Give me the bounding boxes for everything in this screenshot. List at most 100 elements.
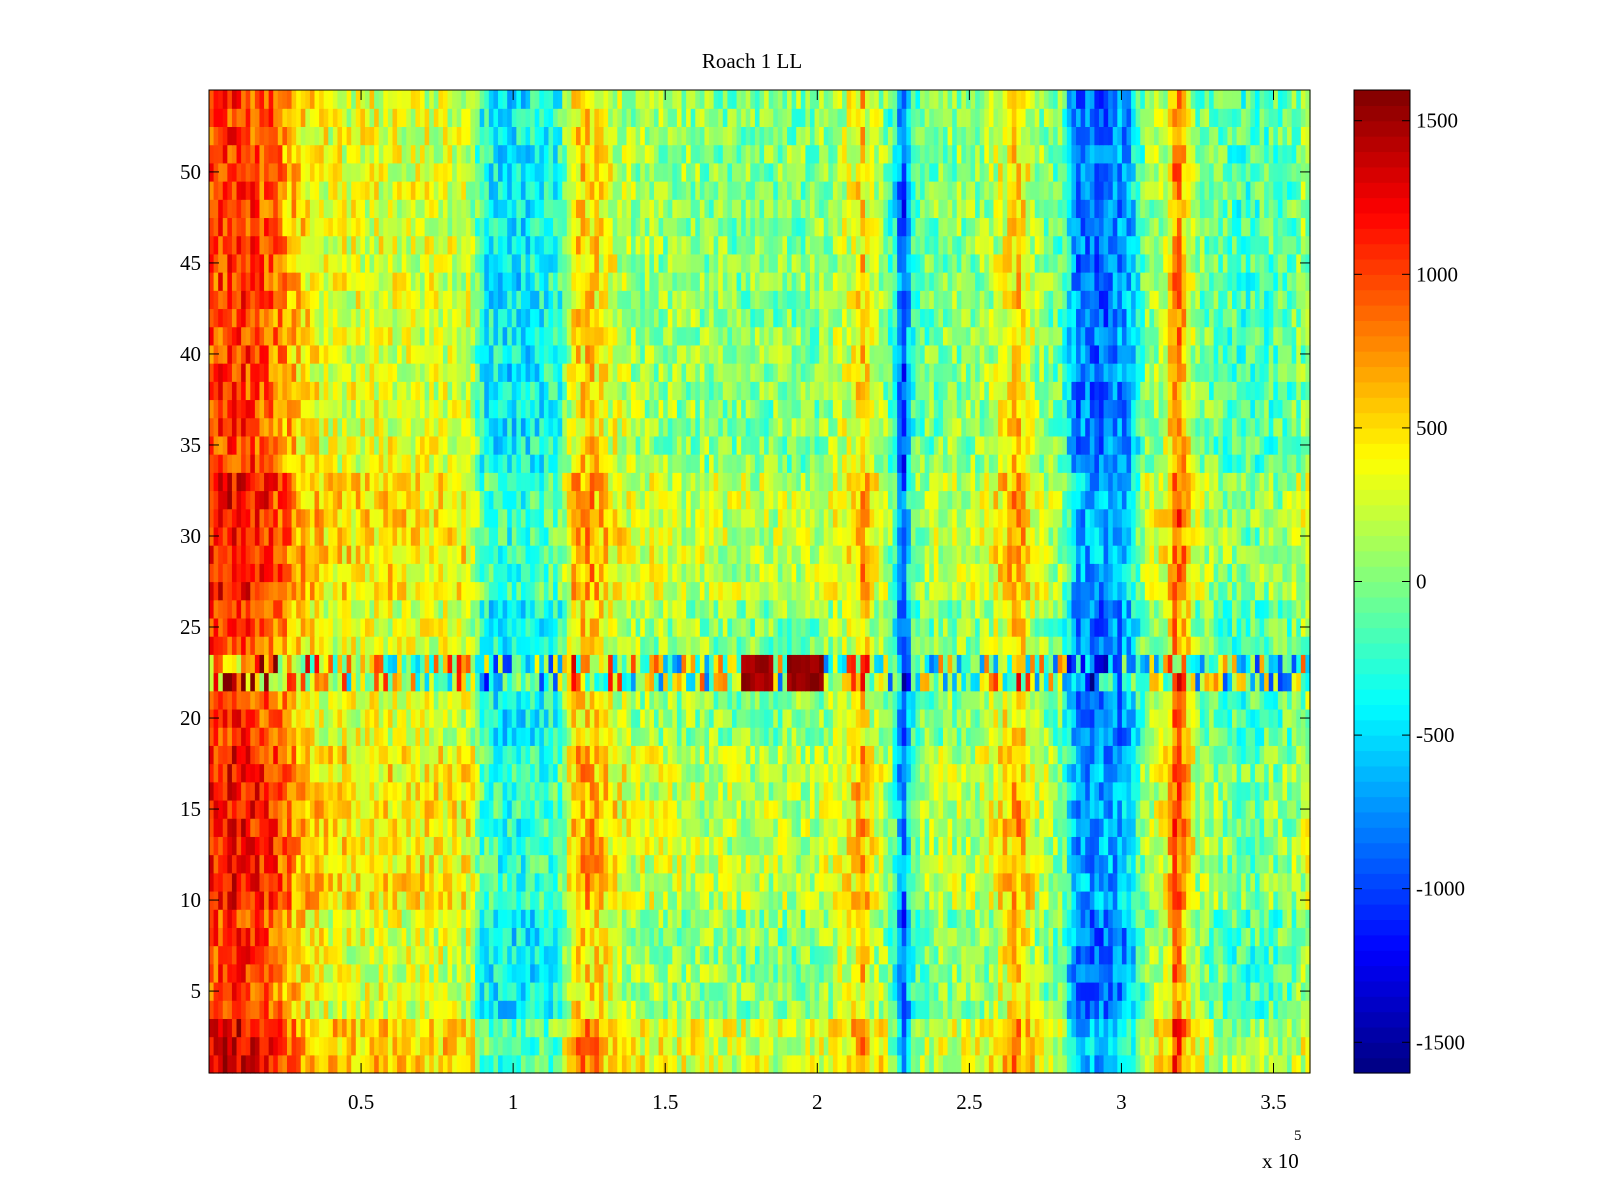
heatmap-cell <box>580 708 586 728</box>
heatmap-cell <box>273 745 279 765</box>
heatmap-cell <box>328 818 334 837</box>
heatmap-cell <box>475 708 481 728</box>
heatmap-cell <box>653 890 660 910</box>
heatmap-cell <box>855 872 862 892</box>
heatmap-cell <box>805 836 811 856</box>
heatmap-cell <box>791 836 797 856</box>
heatmap-cell <box>282 909 288 928</box>
heatmap-cell <box>1002 763 1008 783</box>
heatmap-cell <box>631 1054 637 1074</box>
heatmap-cell <box>920 799 926 819</box>
heatmap-cell <box>1259 927 1265 947</box>
heatmap-cell <box>1204 1018 1210 1038</box>
heatmap-cell <box>929 1036 935 1056</box>
heatmap-cell <box>346 1036 352 1056</box>
heatmap-cell <box>970 981 976 1001</box>
heatmap-cell <box>1002 799 1008 819</box>
heatmap-cell <box>938 727 944 746</box>
heatmap-cell <box>543 963 550 983</box>
heatmap-cell <box>1186 1018 1192 1038</box>
heatmap-cell <box>718 854 724 874</box>
heatmap-cell <box>286 963 293 983</box>
heatmap-cell <box>920 1018 926 1038</box>
heatmap-cell <box>461 799 467 819</box>
heatmap-cell <box>1121 781 1128 801</box>
heatmap-cell <box>548 708 554 728</box>
heatmap-cell <box>832 799 839 819</box>
heatmap-cell <box>1098 945 1105 965</box>
heatmap-cell <box>828 708 834 728</box>
heatmap-cell <box>631 799 637 819</box>
heatmap-cell <box>745 890 751 910</box>
heatmap-cell <box>814 690 820 710</box>
heatmap-cell <box>1268 927 1274 947</box>
heatmap-cell <box>695 945 701 965</box>
heatmap-cell <box>1076 909 1082 928</box>
heatmap-cell <box>1209 799 1215 819</box>
heatmap-cell <box>1195 763 1201 783</box>
heatmap-cell <box>1066 818 1073 837</box>
heatmap-cell <box>787 745 793 765</box>
heatmap-cell <box>1291 981 1297 1001</box>
heatmap-cell <box>800 1036 806 1056</box>
heatmap-cell <box>516 963 522 983</box>
heatmap-cell <box>213 945 219 965</box>
heatmap-cell <box>1117 1054 1123 1074</box>
heatmap-cell <box>465 781 472 801</box>
heatmap-cell <box>250 1036 256 1056</box>
heatmap-cell <box>1158 818 1164 837</box>
heatmap-cell <box>943 745 949 765</box>
heatmap-cell <box>681 818 687 837</box>
heatmap-cell <box>562 890 568 910</box>
heatmap-cell <box>676 690 683 710</box>
heatmap-cell <box>1300 818 1307 837</box>
heatmap-cell <box>1131 872 1137 892</box>
heatmap-cell <box>727 1018 733 1038</box>
heatmap-cell <box>842 872 848 892</box>
heatmap-cell <box>461 708 467 728</box>
heatmap-cell <box>1186 1054 1192 1074</box>
heatmap-cell <box>516 927 522 947</box>
heatmap-cell <box>222 981 228 1001</box>
heatmap-cell <box>1195 1054 1201 1074</box>
heatmap-cell <box>342 763 348 783</box>
heatmap-cell <box>1053 799 1059 819</box>
heatmap-cell <box>1176 854 1183 874</box>
heatmap-cell <box>1222 708 1229 728</box>
heatmap-cell <box>961 745 967 765</box>
heatmap-cell <box>319 945 325 965</box>
heatmap-cell <box>658 690 664 710</box>
heatmap-cell <box>374 818 380 837</box>
heatmap-cell <box>754 781 761 801</box>
heatmap-cell <box>1025 781 1031 801</box>
heatmap-cell <box>1011 945 1017 965</box>
heatmap-cell <box>1209 963 1215 983</box>
heatmap-cell <box>970 690 976 710</box>
heatmap-cell <box>1098 981 1105 1001</box>
heatmap-cell <box>676 1018 683 1038</box>
heatmap-cell <box>516 945 522 965</box>
heatmap-cell <box>392 818 398 837</box>
heatmap-cell <box>1057 963 1063 983</box>
heatmap-cell <box>475 854 481 874</box>
heatmap-cell <box>314 1036 320 1056</box>
heatmap-cell <box>842 690 848 710</box>
heatmap-cell <box>626 727 632 746</box>
heatmap-cell <box>1300 745 1307 765</box>
heatmap-cell <box>378 1018 384 1038</box>
heatmap-cell <box>364 745 371 765</box>
heatmap-cell <box>1296 945 1302 965</box>
heatmap-cell <box>539 1018 545 1038</box>
heatmap-cell <box>984 963 990 983</box>
heatmap-cell <box>612 927 618 947</box>
heatmap-cell <box>1094 981 1100 1001</box>
heatmap-cell <box>1131 981 1137 1001</box>
heatmap-cell <box>470 909 476 928</box>
heatmap-cell <box>241 872 247 892</box>
heatmap-cell <box>874 963 880 983</box>
heatmap-cell <box>984 872 990 892</box>
heatmap-cell <box>429 836 435 856</box>
heatmap-cell <box>929 708 935 728</box>
heatmap-cell <box>796 872 802 892</box>
heatmap-cell <box>1066 781 1073 801</box>
